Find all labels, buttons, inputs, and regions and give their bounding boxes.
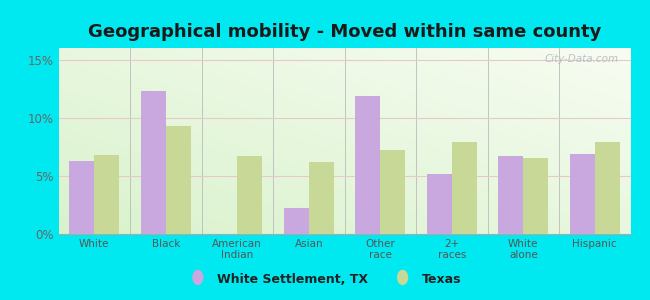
Bar [355,96,380,234]
Bar [69,161,94,234]
Title: Geographical mobility - Moved within same county: Geographical mobility - Moved within sam… [88,23,601,41]
Bar [499,156,523,234]
Bar [166,126,191,234]
Bar [309,162,334,234]
Bar [237,156,262,234]
Bar [427,173,452,234]
Bar [523,158,548,234]
Bar [140,91,166,234]
Legend: White Settlement, TX, Texas: White Settlement, TX, Texas [183,267,467,291]
Bar [452,142,476,234]
Bar [94,155,120,234]
Bar [569,154,595,234]
Bar [595,142,620,234]
Bar [284,208,309,234]
Bar [380,150,406,234]
Text: City-Data.com: City-Data.com [545,54,619,64]
